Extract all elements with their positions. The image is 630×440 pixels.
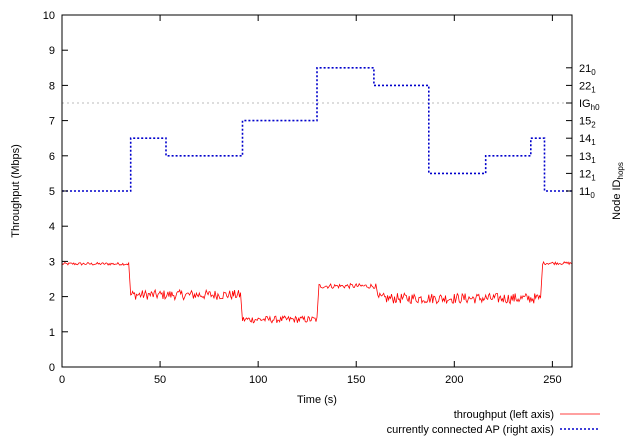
y-tick-label: 4	[49, 221, 55, 233]
throughput-line	[61, 260, 572, 324]
y-axis-label: Throughput (Mbps)	[10, 144, 22, 238]
y-tick-label: 7	[49, 116, 55, 128]
y2-tick-sub: 0	[591, 68, 596, 77]
y-tick-label: 5	[49, 186, 55, 198]
y2-tick-main: 21	[579, 63, 591, 75]
y2-tick-label: 131	[579, 151, 596, 165]
y-tick-label: 8	[49, 80, 55, 92]
x-tick-label: 50	[154, 374, 166, 386]
legend: throughput (left axis) currently connect…	[387, 409, 600, 436]
y2-tick-main: IG	[579, 98, 591, 110]
series-layer	[61, 67, 572, 324]
y2-tick-sub: h0	[591, 103, 600, 112]
y2-tick-label: 121	[579, 168, 596, 182]
x-tick-label: 100	[249, 374, 267, 386]
y2-tick-sub: 1	[591, 156, 596, 165]
y2-tick-main: 13	[579, 151, 591, 163]
x-axis-label: Time (s)	[297, 394, 337, 406]
y2-tick-label: 110	[579, 186, 595, 200]
y2-tick-sub: 2	[591, 121, 596, 130]
y2-axis-label: Node IDhops	[611, 162, 625, 220]
y2-tick-sub: 1	[591, 138, 596, 147]
connected-ap-line	[62, 67, 572, 192]
y2-tick-main: 11	[579, 186, 590, 198]
y2-tick-main: 15	[579, 116, 591, 128]
y2-tick-sub: 1	[591, 85, 596, 94]
legend-label-throughput: throughput (left axis)	[454, 409, 554, 421]
y-tick-label: 6	[49, 151, 55, 163]
x-tick-label: 200	[445, 374, 463, 386]
y2-tick-sub: 1	[591, 173, 596, 182]
y2-axis-label-main: Node ID	[611, 179, 623, 219]
y-tick-label: 2	[49, 292, 55, 304]
y2-tick-label: 210	[579, 63, 596, 77]
y-tick-label: 9	[49, 45, 55, 57]
y2-tick-label: IGh0	[579, 98, 600, 112]
y-tick-label: 10	[43, 10, 55, 22]
x-tick-label: 150	[347, 374, 365, 386]
x-tick-label: 0	[59, 374, 65, 386]
y-tick-label: 0	[49, 362, 55, 374]
tick-layer: 0 50 100 150 200 250012345678910210221IGh0152…	[43, 10, 600, 386]
y-tick-label: 3	[49, 256, 55, 268]
y2-tick-label: 141	[579, 133, 596, 147]
y2-tick-main: 12	[579, 168, 591, 180]
y2-tick-main: 22	[579, 80, 591, 92]
y-tick-label: 1	[49, 327, 55, 339]
y2-tick-label: 152	[579, 116, 596, 130]
y2-tick-sub: 0	[590, 191, 595, 200]
y2-tick-label: 221	[579, 80, 596, 94]
legend-label-connected-ap: currently connected AP (right axis)	[387, 424, 554, 436]
y2-axis-label-sub: hops	[616, 162, 625, 179]
y2-tick-main: 14	[579, 133, 591, 145]
x-tick-label: 250	[543, 374, 561, 386]
